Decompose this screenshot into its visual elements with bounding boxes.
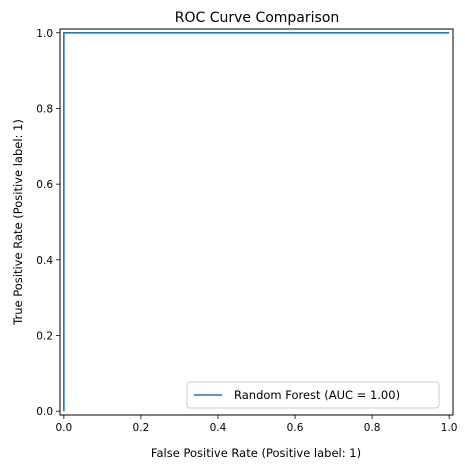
legend-box xyxy=(186,381,440,409)
plot-area: 0.0 0.2 0.4 0.6 0.8 1.0 0.0 0.2 0.4 0.6 0.8 1.0 xyxy=(36,28,457,434)
y-tick-label: 0.4 xyxy=(36,255,53,267)
x-axis-ticks: 0.0 0.2 0.4 0.6 0.8 1.0 xyxy=(56,415,458,434)
y-tick-label: 0.0 xyxy=(36,406,53,418)
series-layer xyxy=(63,31,450,412)
x-tick-label: 0.4 xyxy=(210,422,227,434)
x-axis-label: False Positive Rate (Positive label: 1) xyxy=(151,446,361,460)
series-line-random-forest xyxy=(63,31,450,412)
chart-title: ROC Curve Comparison xyxy=(175,10,340,26)
x-tick-label: 0.6 xyxy=(287,422,304,434)
plot-frame xyxy=(59,28,454,416)
y-axis-ticks: 0.0 0.2 0.4 0.6 0.8 1.0 xyxy=(36,28,60,418)
x-tick-label: 1.0 xyxy=(441,422,458,434)
x-tick-label: 0.8 xyxy=(364,422,381,434)
y-axis-label: True Positive Rate (Positive label: 1) xyxy=(11,119,25,326)
x-tick-label: 0.0 xyxy=(56,422,73,434)
legend: Random Forest (AUC = 1.00) xyxy=(186,381,440,409)
legend-label-random-forest: Random Forest (AUC = 1.00) xyxy=(234,388,400,402)
x-tick-label: 0.2 xyxy=(133,422,150,434)
y-tick-label: 1.0 xyxy=(36,28,53,40)
y-tick-label: 0.8 xyxy=(36,103,53,115)
y-tick-label: 0.2 xyxy=(36,331,53,343)
y-tick-label: 0.6 xyxy=(36,179,53,191)
